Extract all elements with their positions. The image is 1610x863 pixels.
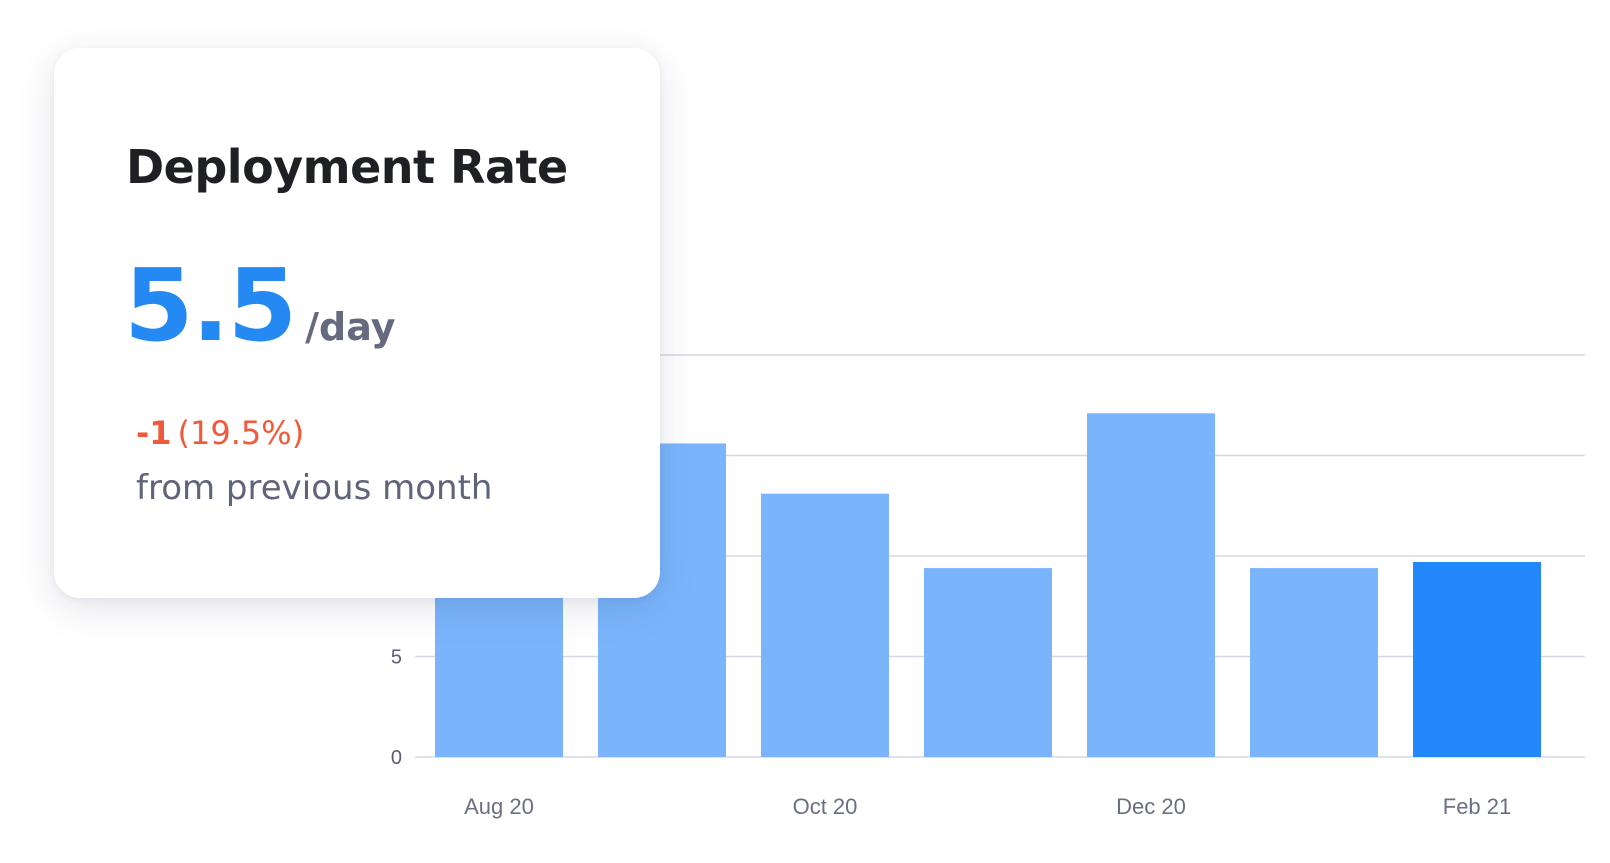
bar[interactable] [1087, 413, 1215, 757]
metric-value: 5.5 [124, 247, 297, 364]
y-tick-layer: 05 [391, 647, 402, 770]
x-tick-label: Feb 21 [1443, 794, 1512, 819]
bar[interactable] [1250, 568, 1378, 757]
metric: 5.5/day [124, 256, 395, 356]
x-tick-layer: Aug 20 Oct 20 Dec 20 Feb 21 [464, 794, 1511, 819]
delta-note: from previous month [136, 468, 493, 508]
bar-layer [435, 413, 1541, 757]
x-tick-label: Dec 20 [1116, 794, 1186, 819]
bar[interactable] [924, 568, 1052, 757]
delta-percent: (19.5%) [177, 414, 305, 452]
bar[interactable] [435, 594, 563, 757]
y-tick-label: 5 [391, 647, 402, 669]
delta: -1 (19.5%) [136, 414, 304, 452]
deployment-rate-card: Deployment Rate 5.5/day -1 (19.5%) from p… [54, 48, 660, 598]
x-tick-label: Aug 20 [464, 794, 534, 819]
x-tick-label: Oct 20 [793, 794, 858, 819]
metric-unit: /day [305, 305, 396, 349]
card-title: Deployment Rate [126, 140, 568, 194]
bar[interactable] [761, 493, 889, 757]
delta-absolute: -1 [136, 414, 172, 452]
bar-highlighted[interactable] [1413, 562, 1541, 757]
y-tick-label: 0 [391, 747, 402, 769]
